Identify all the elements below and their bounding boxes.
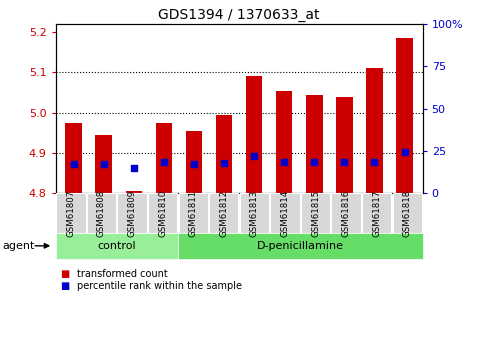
Point	[341, 159, 348, 165]
Text: ■: ■	[60, 281, 70, 290]
Text: GSM61812: GSM61812	[219, 189, 228, 237]
Point	[100, 161, 108, 167]
Point	[401, 149, 409, 155]
Text: GSM61814: GSM61814	[281, 189, 289, 237]
Bar	[336, 97, 353, 193]
Text: control: control	[98, 241, 136, 251]
Text: GSM61815: GSM61815	[311, 189, 320, 237]
Text: GSM61811: GSM61811	[189, 189, 198, 237]
Text: percentile rank within the sample: percentile rank within the sample	[77, 281, 242, 290]
Point	[280, 159, 288, 165]
Point	[130, 166, 138, 171]
Text: ■: ■	[60, 269, 70, 279]
Text: GSM61808: GSM61808	[97, 189, 106, 237]
Bar	[246, 77, 262, 193]
Point	[250, 153, 258, 159]
Text: agent: agent	[2, 241, 35, 251]
Text: GSM61813: GSM61813	[250, 189, 259, 237]
Point	[190, 161, 198, 167]
Point	[220, 161, 228, 166]
Bar	[126, 191, 142, 193]
Point	[70, 161, 77, 167]
Point	[311, 159, 318, 165]
Bar	[156, 123, 172, 193]
Text: GSM61816: GSM61816	[341, 189, 351, 237]
Point	[160, 159, 168, 165]
Text: GSM61810: GSM61810	[158, 189, 167, 237]
Bar	[65, 123, 82, 193]
Bar	[216, 115, 232, 193]
Bar	[276, 91, 293, 193]
Text: GSM61807: GSM61807	[66, 189, 75, 237]
Bar	[366, 68, 383, 193]
Bar	[96, 135, 112, 193]
Bar	[306, 95, 323, 193]
Text: GSM61818: GSM61818	[403, 189, 412, 237]
Bar	[396, 38, 413, 193]
Title: GDS1394 / 1370633_at: GDS1394 / 1370633_at	[158, 8, 320, 22]
Bar	[185, 131, 202, 193]
Text: GSM61809: GSM61809	[128, 189, 137, 237]
Text: D-penicillamine: D-penicillamine	[257, 241, 344, 251]
Text: transformed count: transformed count	[77, 269, 168, 279]
Point	[370, 159, 378, 165]
Text: GSM61817: GSM61817	[372, 189, 381, 237]
